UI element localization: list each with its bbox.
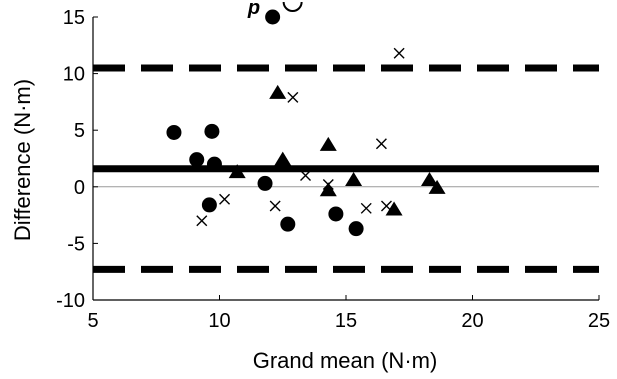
triangle-marker	[420, 172, 438, 187]
circle-marker	[265, 9, 281, 25]
circle-marker	[201, 197, 217, 213]
cross-marker	[393, 47, 405, 59]
cross-marker	[300, 169, 312, 181]
cross-marker	[322, 179, 334, 191]
circle-marker	[166, 124, 182, 140]
triangle-marker	[319, 136, 337, 151]
triangle-marker	[274, 151, 292, 166]
cross-marker	[196, 215, 208, 227]
y-tick-label: 10	[63, 64, 85, 86]
x-tick-label: 25	[588, 310, 610, 332]
x-tick-label: 20	[461, 310, 483, 332]
x-axis-label: Grand mean (N·m)	[253, 348, 438, 373]
x-tick-label: 15	[335, 310, 357, 332]
y-tick-label: 5	[74, 120, 85, 142]
triangle-marker	[269, 84, 287, 99]
y-tick-label: 15	[63, 7, 85, 29]
cross-marker	[360, 202, 372, 214]
triangle-marker	[385, 201, 403, 216]
cross-marker	[219, 193, 231, 205]
circle-marker	[328, 206, 344, 222]
tick-labels: 5 10 15 20 25 -10 -5 0 5 10 15	[56, 7, 610, 332]
circle-marker	[257, 175, 273, 191]
circle-marker	[204, 123, 220, 139]
cross-marker	[380, 200, 392, 212]
triangle-marker	[228, 164, 246, 179]
circle-marker	[348, 221, 364, 237]
cross-marker	[375, 138, 387, 150]
triangle-marker	[319, 182, 337, 197]
x-tick-label: 5	[87, 310, 98, 332]
y-tick-label: 0	[74, 177, 85, 199]
cross-marker	[269, 200, 281, 212]
annotation-p: p	[247, 0, 260, 19]
open-circle-marker-clipped	[282, 1, 303, 12]
y-tick-label: -10	[56, 290, 85, 312]
data-markers	[166, 1, 446, 237]
circle-marker	[189, 152, 205, 168]
cross-marker	[287, 91, 299, 103]
y-axis-label: Difference (N·m)	[10, 79, 35, 241]
circle-marker	[206, 156, 222, 172]
axes	[92, 16, 600, 301]
triangle-marker	[345, 172, 363, 187]
triangle-marker	[428, 179, 446, 194]
x-tick-label: 10	[208, 310, 230, 332]
circle-marker	[280, 216, 296, 232]
y-tick-label: -5	[67, 233, 85, 255]
reference-lines	[93, 64, 599, 273]
